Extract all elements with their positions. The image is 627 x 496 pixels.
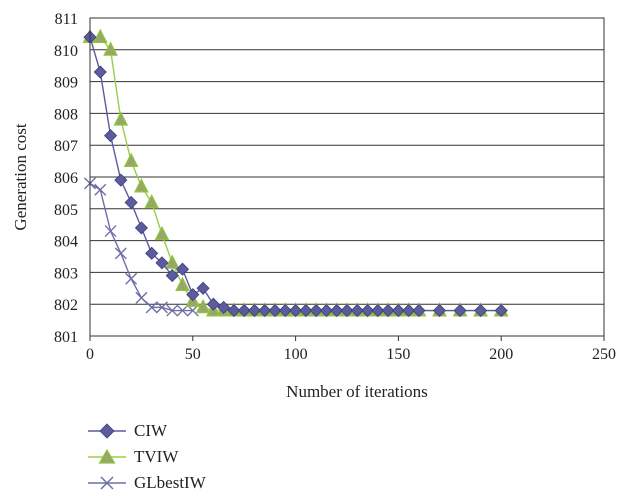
plot-frame [89, 17, 605, 337]
gridlines [90, 17, 604, 337]
tviw-point [92, 28, 108, 43]
ciw-point [175, 262, 190, 276]
glbestiw-point [145, 301, 158, 314]
legend-label: CIW [134, 421, 168, 440]
ciw-point [278, 303, 292, 318]
series-ciw [83, 30, 508, 318]
tviw-point [154, 225, 170, 241]
ciw-point [186, 288, 200, 302]
glbestiw-point [135, 291, 148, 304]
tviw-point [195, 298, 211, 314]
glbestiw-point [94, 183, 107, 196]
ciw-point [340, 303, 354, 318]
y-tick-label: 805 [54, 202, 78, 219]
glbestiw-point [166, 304, 179, 317]
ciw-point [196, 281, 210, 295]
tviw-point [144, 194, 160, 209]
ciw-point [247, 303, 262, 318]
legend-marker-glbestiw [88, 476, 126, 490]
ciw-point [299, 303, 313, 318]
legend-label: GLbestIW [134, 473, 206, 492]
legend-marker-ciw [88, 423, 126, 439]
y-tick-label: 809 [54, 75, 78, 92]
ciw-point [237, 303, 251, 318]
series-tviw [82, 28, 509, 317]
tviw-point [103, 41, 118, 56]
ciw-point [494, 303, 508, 318]
y-tick-label: 808 [54, 106, 78, 123]
x-axis-title: Number of iterations [286, 382, 428, 401]
glbestiw-line [89, 182, 193, 312]
x-tick-label: 50 [185, 346, 201, 363]
series-layer [82, 28, 509, 318]
ciw-point [103, 129, 118, 143]
ciw-point [381, 303, 395, 318]
ciw-point [309, 303, 323, 318]
ciw-point [93, 65, 107, 79]
glbestiw-point [104, 225, 117, 238]
ciw-point [289, 303, 303, 318]
ciw-point [412, 303, 426, 318]
y-tick-label: 803 [54, 265, 78, 282]
ciw-line [89, 36, 502, 312]
ciw-point [360, 303, 375, 318]
legend-item-glbestiw: GLbestIW [86, 470, 206, 496]
x-tick-label: 0 [86, 346, 94, 363]
legend-label: TVIW [134, 447, 179, 466]
x-tick-label: 100 [284, 346, 308, 363]
x-tick-label: 150 [386, 346, 410, 363]
ciw-point [217, 300, 231, 314]
ciw-point [319, 303, 334, 318]
legend-marker-tviw [88, 448, 126, 464]
ciw-point [227, 303, 241, 318]
x-tick-label: 200 [489, 346, 513, 363]
y-tick-label: 811 [55, 11, 78, 28]
tviw-point [123, 152, 139, 168]
ciw-point [114, 173, 128, 187]
tviw-point [134, 178, 149, 193]
y-tick-label: 807 [54, 138, 78, 155]
y-tick-label: 804 [54, 234, 78, 251]
ciw-point [330, 303, 344, 318]
legend: CIW TVIW GLbestIW [86, 418, 206, 496]
y-tick-label: 806 [54, 170, 78, 187]
y-tick-label: 801 [54, 329, 78, 346]
y-tick-label: 802 [54, 297, 78, 314]
ciw-point [165, 269, 179, 283]
ciw-point [453, 303, 467, 318]
ciw-point [391, 303, 405, 318]
ciw-point [206, 297, 220, 311]
ciw-point [155, 256, 169, 270]
series-glbestiw [84, 177, 199, 317]
glbestiw-point [114, 247, 127, 260]
ciw-point [268, 303, 282, 318]
tviw-point [113, 111, 129, 126]
ciw-point [474, 303, 488, 318]
ciw-point [350, 303, 364, 318]
x-tick-labels: 0 50 100 150 200 250 [86, 336, 616, 363]
ciw-point [402, 303, 416, 318]
chart: 801 802 803 804 805 806 807 808 809 810 811 0 50 100… [11, 11, 616, 401]
ciw-point [258, 303, 272, 318]
y-tick-label: 810 [54, 43, 78, 60]
ciw-point [145, 246, 159, 260]
ciw-point [371, 303, 385, 318]
glbestiw-point [155, 301, 168, 314]
x-tick-label: 250 [592, 346, 616, 363]
tviw-line [90, 36, 502, 312]
legend-item-tviw: TVIW [86, 444, 206, 470]
y-tick-labels: 801 802 803 804 805 806 807 808 809 810 811 [54, 11, 78, 346]
glbestiw-point [125, 272, 138, 285]
legend-item-ciw: CIW [86, 418, 206, 444]
ciw-point [134, 221, 148, 235]
y-axis-title: Generation cost [11, 123, 30, 230]
ciw-point [124, 195, 138, 210]
tviw-point [175, 276, 190, 292]
tviw-point [164, 254, 180, 269]
ciw-point [432, 303, 447, 318]
